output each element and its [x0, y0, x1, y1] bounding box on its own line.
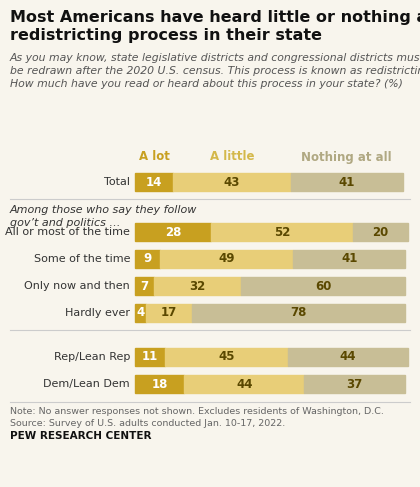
Text: A little: A little [210, 150, 254, 164]
Bar [135, 375, 184, 393]
Bar [241, 277, 405, 295]
Text: 20: 20 [373, 225, 389, 239]
Text: Only now and then: Only now and then [24, 281, 130, 291]
Text: 41: 41 [341, 252, 357, 265]
Bar [293, 250, 405, 268]
Text: PEW RESEARCH CENTER: PEW RESEARCH CENTER [10, 431, 152, 441]
Bar [135, 223, 211, 241]
Bar [211, 223, 353, 241]
Text: 11: 11 [142, 351, 158, 363]
Bar [288, 348, 408, 366]
Bar [135, 277, 154, 295]
Text: 45: 45 [218, 351, 235, 363]
Text: 4: 4 [136, 306, 144, 319]
Bar [304, 375, 405, 393]
Text: 44: 44 [236, 377, 252, 391]
Text: Among those who say they follow
gov’t and politics …: Among those who say they follow gov’t an… [10, 205, 197, 228]
Text: 32: 32 [190, 280, 206, 293]
Text: Most Americans have heard little or nothing about the
redistricting process in t: Most Americans have heard little or noth… [10, 10, 420, 43]
Text: 17: 17 [161, 306, 177, 319]
Text: As you may know, state legislative districts and congressional districts must
be: As you may know, state legislative distr… [10, 53, 420, 89]
Bar [135, 304, 146, 322]
Text: Hardly ever: Hardly ever [65, 308, 130, 318]
Bar [135, 348, 165, 366]
Text: Note: No answer responses not shown. Excludes residents of Washington, D.C.
Sour: Note: No answer responses not shown. Exc… [10, 407, 384, 428]
Text: 44: 44 [340, 351, 356, 363]
Text: Some of the time: Some of the time [34, 254, 130, 264]
Bar [146, 304, 192, 322]
Bar [353, 223, 408, 241]
Text: Total: Total [104, 177, 130, 187]
Bar [135, 173, 173, 191]
Text: 41: 41 [339, 175, 355, 188]
Bar [165, 348, 288, 366]
Text: 43: 43 [224, 175, 240, 188]
Text: A lot: A lot [139, 150, 170, 164]
Bar [173, 173, 291, 191]
Text: 37: 37 [346, 377, 363, 391]
Bar [184, 375, 304, 393]
Text: 60: 60 [315, 280, 331, 293]
Bar [135, 250, 160, 268]
Text: All or most of the time: All or most of the time [5, 227, 130, 237]
Text: Nothing at all: Nothing at all [301, 150, 392, 164]
Text: Rep/Lean Rep: Rep/Lean Rep [54, 352, 130, 362]
Text: Dem/Lean Dem: Dem/Lean Dem [43, 379, 130, 389]
Bar [154, 277, 241, 295]
Bar [160, 250, 293, 268]
Text: 9: 9 [143, 252, 152, 265]
Text: 78: 78 [291, 306, 307, 319]
Text: 28: 28 [165, 225, 181, 239]
Text: 18: 18 [151, 377, 168, 391]
Bar [192, 304, 405, 322]
Text: 7: 7 [141, 280, 149, 293]
Text: 14: 14 [146, 175, 162, 188]
Bar [291, 173, 402, 191]
Text: 49: 49 [218, 252, 235, 265]
Text: 52: 52 [274, 225, 291, 239]
